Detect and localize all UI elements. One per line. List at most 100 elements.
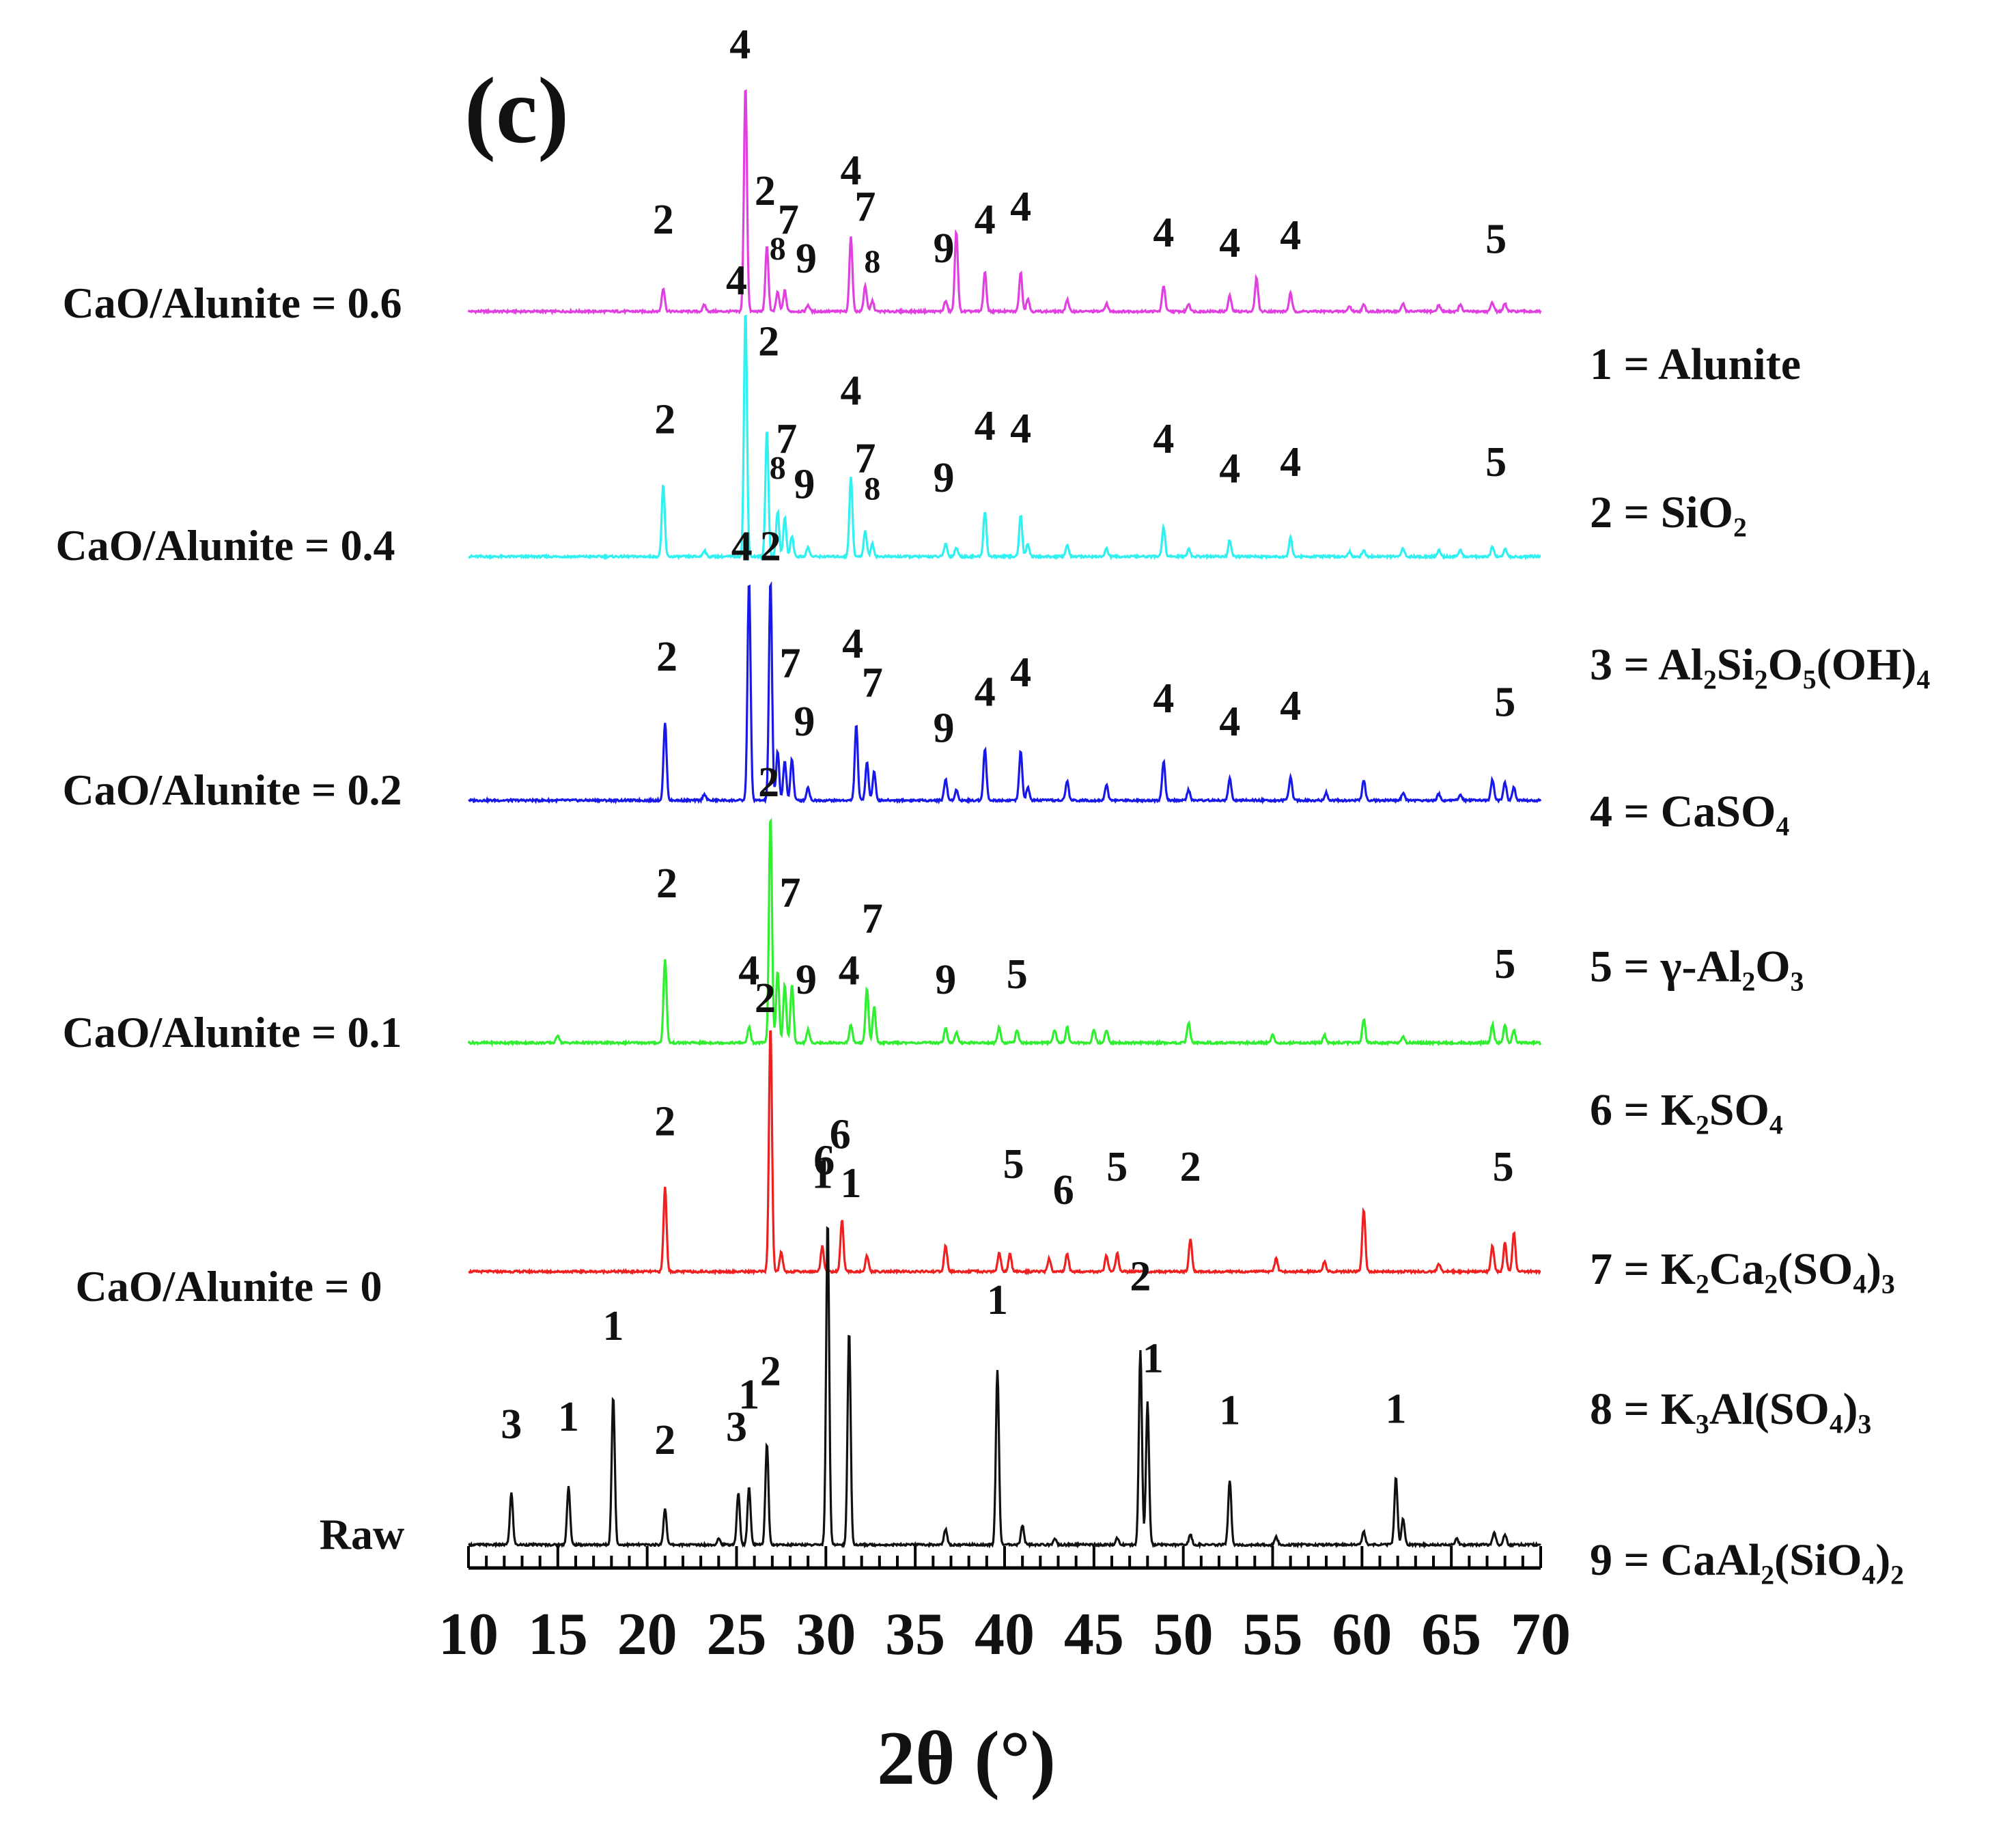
x-tick-label: 45 xyxy=(1064,1601,1124,1668)
peak-label: 5 xyxy=(1493,1144,1514,1190)
peak-label: 4 xyxy=(1153,416,1174,462)
x-axis: 10 15 20 25 30 35 40 45 50 55 60 65 70 xyxy=(438,1546,1571,1668)
peak-label: 2 xyxy=(755,975,776,1022)
peak-label: 1 xyxy=(1386,1386,1407,1432)
peak-label: 2 xyxy=(1130,1254,1151,1300)
peak-label: 5 xyxy=(1007,951,1028,998)
peak-label: 4 xyxy=(975,197,996,243)
peak-label: 6 xyxy=(830,1112,851,1158)
peak-label: 7 xyxy=(778,197,799,243)
peak-label: 2 xyxy=(654,397,675,443)
series-line xyxy=(468,580,1542,805)
legend-entry: 4 = CaSO₄ xyxy=(1590,787,1789,837)
peak-label: 7 xyxy=(780,641,801,687)
x-tick-label: 20 xyxy=(617,1601,677,1668)
peak-label: 9 xyxy=(935,957,956,1003)
peak-label: 2 xyxy=(656,860,677,907)
legend-entry: 7 = K₂Ca₂(SO₄)₃ xyxy=(1590,1244,1895,1294)
peak-label: 2 xyxy=(654,1099,675,1145)
peak-label: 2 xyxy=(654,1417,675,1463)
x-tick-label: 60 xyxy=(1332,1601,1392,1668)
peak-label: 3 xyxy=(501,1401,522,1448)
peak-label: 2 xyxy=(656,634,677,680)
peak-label: 4 xyxy=(842,621,863,667)
legend-entry: 6 = K₂SO₄ xyxy=(1590,1085,1783,1135)
peak-label: 4 xyxy=(839,948,860,994)
legend-entry: 5 = γ-Al₂O₃ xyxy=(1590,942,1804,992)
x-tick-label: 25 xyxy=(707,1601,767,1668)
peak-label: 7 xyxy=(854,184,876,230)
peak-label: 4 xyxy=(1010,184,1031,230)
series-name-label: Raw xyxy=(320,1510,404,1558)
peak-label: 9 xyxy=(934,705,955,752)
series-name-label: CaO/Alunite = 0 xyxy=(76,1262,382,1311)
peak-label: 4 xyxy=(738,948,759,994)
peak-label: 1 xyxy=(987,1277,1008,1323)
series-line xyxy=(468,1030,1541,1276)
peak-label: 1 xyxy=(1143,1335,1164,1382)
peak-label: 8 xyxy=(770,231,786,267)
peak-label: 2 xyxy=(755,168,776,214)
x-tick-label: 15 xyxy=(528,1601,588,1668)
x-tick-label: 65 xyxy=(1421,1601,1481,1668)
peak-label: 2 xyxy=(758,319,779,365)
peak-label: 4 xyxy=(1153,210,1174,256)
peak-label: 4 xyxy=(975,403,996,449)
series-name-label: CaO/Alunite = 0.4 xyxy=(56,521,395,570)
peak-label: 1 xyxy=(812,1151,833,1198)
peak-label: 5 xyxy=(1494,679,1515,726)
peak-label: 9 xyxy=(934,455,955,501)
peak-label: 9 xyxy=(796,236,817,282)
peak-label: 4 xyxy=(841,368,862,415)
peak-label: 8 xyxy=(864,471,880,507)
peak-label: 4 xyxy=(726,257,747,304)
peak-label: 5 xyxy=(1485,439,1507,486)
peak-label: 5 xyxy=(1494,941,1515,987)
peak-label: 4 xyxy=(1153,675,1174,722)
peak-label: 2 xyxy=(1180,1144,1201,1190)
peak-label: 6 xyxy=(1053,1167,1074,1214)
x-tick-label: 55 xyxy=(1243,1601,1303,1668)
peak-label: 9 xyxy=(796,957,817,1003)
x-tick-label: 10 xyxy=(438,1601,499,1668)
series-layer xyxy=(467,89,1542,1550)
x-tick-label: 35 xyxy=(885,1601,945,1668)
series-name-label: CaO/Alunite = 0.2 xyxy=(63,766,402,814)
series-name-label: CaO/Alunite = 0.1 xyxy=(63,1008,402,1056)
peak-label: 8 xyxy=(864,244,880,280)
peak-label: 4 xyxy=(1010,649,1031,696)
series-name-layer: CaO/Alunite = 0.6 CaO/Alunite = 0.4 CaO/Al… xyxy=(56,279,405,1558)
peak-label: 2 xyxy=(758,759,779,806)
series-line xyxy=(468,1226,1541,1550)
panel-label: (c) xyxy=(464,58,569,163)
legend-entry: 8 = K₃Al(SO₄)₃ xyxy=(1590,1384,1871,1434)
peak-label: 4 xyxy=(1219,699,1240,745)
peak-label: 7 xyxy=(862,660,883,706)
peak-label: 5 xyxy=(1106,1144,1128,1190)
peak-label: 3 xyxy=(726,1404,747,1450)
peak-label: 2 xyxy=(760,524,781,570)
peak-label: 9 xyxy=(794,462,815,508)
series-line xyxy=(467,89,1542,316)
peak-label: 9 xyxy=(934,225,955,272)
series-line xyxy=(468,314,1541,561)
peak-label: 1 xyxy=(841,1160,862,1207)
peak-label: 2 xyxy=(760,1348,781,1394)
peak-label: 4 xyxy=(1280,212,1301,259)
series-line xyxy=(467,817,1542,1048)
peak-label: 5 xyxy=(1485,216,1507,263)
peak-label: 4 xyxy=(1280,683,1301,729)
peak-label: 8 xyxy=(770,450,786,486)
peak-label: 4 xyxy=(1280,439,1301,486)
x-tick-label: 40 xyxy=(975,1601,1035,1668)
peak-label: 4 xyxy=(1219,446,1240,492)
legend-entry: 3 = Al₂Si₂O₅(OH)₄ xyxy=(1590,640,1930,690)
peak-label: 4 xyxy=(1010,406,1031,452)
peak-label: 5 xyxy=(1003,1141,1024,1188)
x-tick-label: 70 xyxy=(1511,1601,1571,1668)
peak-label: 6 xyxy=(813,1138,835,1184)
peak-label: 7 xyxy=(862,896,883,942)
x-axis-label: 2θ (°) xyxy=(877,1716,1056,1801)
